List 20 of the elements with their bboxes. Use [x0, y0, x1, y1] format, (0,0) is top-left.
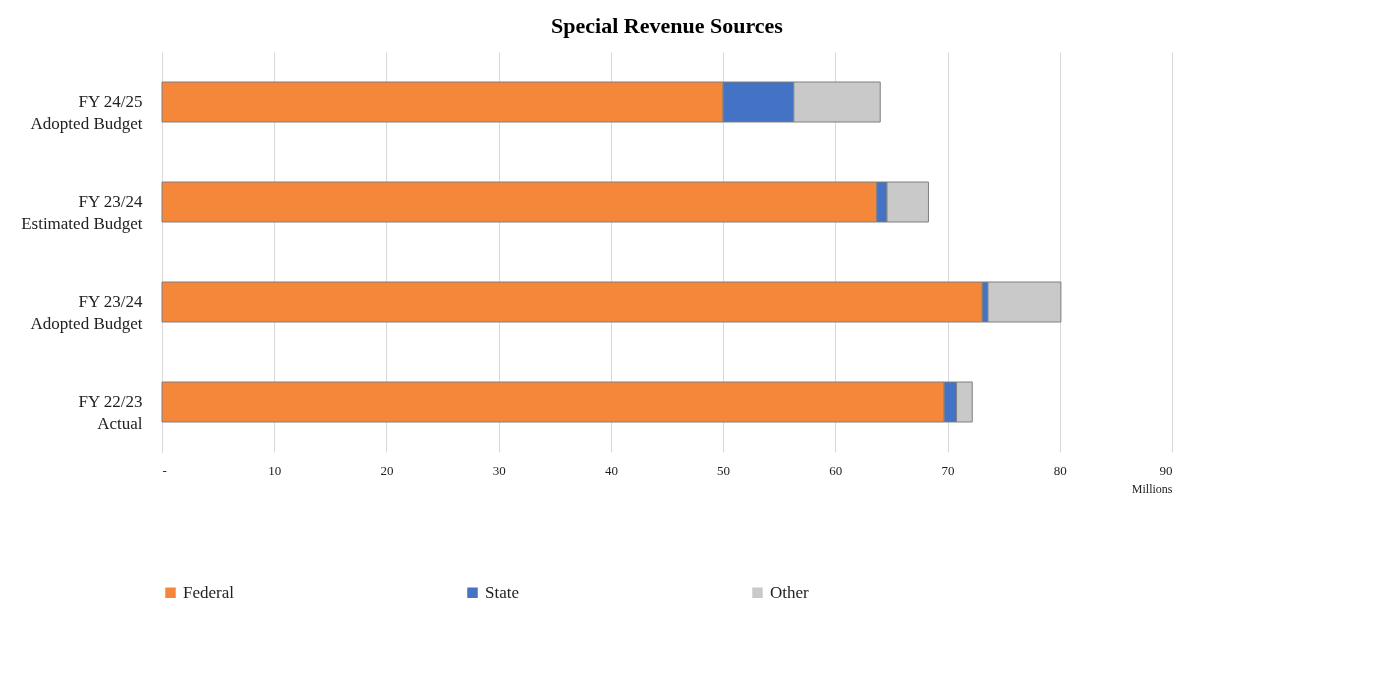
legend-label: State — [485, 582, 519, 602]
x-tick-label: 40 — [604, 462, 618, 478]
x-tick-label: 30 — [492, 462, 506, 478]
x-tick-label: - — [162, 462, 167, 478]
bar — [161, 281, 983, 323]
y-tick-label: FY 23/24 Adopted Budget — [30, 292, 143, 333]
legend-label: Other — [770, 582, 810, 602]
x-tick-label: 70 — [941, 462, 955, 478]
x-tick-label: 60 — [829, 462, 843, 478]
y-tick-label: FY 23/24 Estimated Budget — [21, 192, 143, 233]
chart-title: Special Revenue Sources — [551, 13, 784, 38]
x-tick-label: 20 — [380, 462, 394, 478]
legend-label: Federal — [183, 582, 235, 602]
x-tick-label: 50 — [717, 462, 731, 478]
x-axis-title: Millions — [1131, 481, 1173, 496]
y-tick-label: FY 24/25 Adopted Budget — [30, 92, 143, 133]
x-tick-label: 90 — [1159, 462, 1173, 478]
y-tick-label: FY 22/23 Actual — [78, 392, 143, 433]
x-tick-label: 10 — [268, 462, 282, 478]
x-tick-label: 80 — [1053, 462, 1067, 478]
